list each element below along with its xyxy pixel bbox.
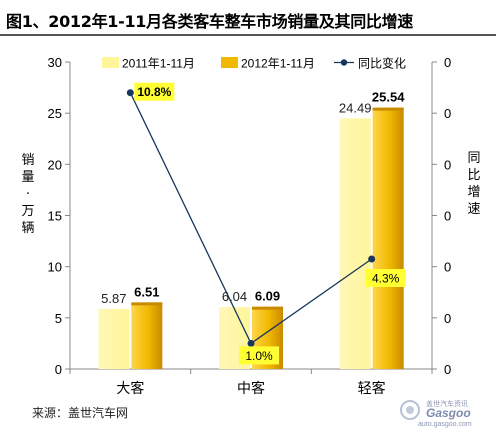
- line-label-box: [239, 346, 279, 365]
- y-tick-label: 25: [48, 106, 62, 121]
- bar-2011: [339, 118, 371, 369]
- chart-title: 图1、2012年1-11月各类客车整车市场销量及其同比增速: [6, 12, 414, 31]
- line-value-label: 4.3%: [372, 271, 400, 285]
- bar-2012-top: [131, 302, 163, 306]
- y2-tick-label: 0: [444, 55, 451, 70]
- y-tick-label: 0: [55, 362, 62, 377]
- x-tick-label: 中客: [237, 380, 265, 396]
- bar-2011: [98, 308, 130, 369]
- legend-label-2012: 2012年1-11月: [241, 57, 315, 71]
- y2-tick-label: 0: [444, 209, 451, 224]
- legend-swatch-2011: [102, 57, 119, 68]
- y-tick-label: 20: [48, 157, 62, 172]
- y-axis-label: 销量 · 万辆: [21, 153, 35, 236]
- x-tick-label: 轻客: [358, 380, 386, 396]
- y2-tick-label: 0: [444, 260, 451, 275]
- series-line-yoy: [129, 92, 373, 345]
- source-note: 来源：盖世汽车网: [32, 406, 129, 420]
- title-bar: 图1、2012年1-11月各类客车整车市场销量及其同比增速: [0, 0, 496, 36]
- bar-2012-top: [372, 107, 404, 111]
- line-label-box: [365, 268, 406, 287]
- line-point: [126, 89, 134, 97]
- y2-axis-label: 同比增速: [467, 151, 481, 217]
- y-tick-label: 5: [55, 311, 62, 326]
- line-value-label: 1.0%: [245, 349, 273, 363]
- y-tick-label: 10: [48, 260, 62, 275]
- x-tick-label: 大客: [116, 380, 144, 396]
- legend-swatch-2012: [221, 57, 238, 68]
- y2-tick-label: 0: [444, 311, 451, 326]
- legend-label-yoy: 同比变化: [358, 56, 406, 71]
- bar-2012-value-label: 6.09: [255, 289, 280, 304]
- y-tick-label: 15: [48, 209, 62, 224]
- y2-tick-label: 0: [444, 106, 451, 121]
- svg-text:auto.gasgoo.com: auto.gasgoo.com: [418, 421, 472, 428]
- bar-2012-value-label: 6.51: [134, 284, 159, 299]
- line-point: [247, 339, 255, 347]
- y-tick-label: 30: [48, 55, 62, 70]
- bar-2012: [372, 107, 404, 370]
- bar-2012: [131, 302, 163, 369]
- legend-marker-yoy: [340, 59, 348, 66]
- svg-text:Gasgoo: Gasgoo: [426, 406, 471, 420]
- y2-tick-label: 0: [444, 362, 451, 377]
- line-point: [368, 255, 376, 263]
- y2-tick-label: 0: [444, 157, 451, 172]
- gasgoo-watermark-logo: 盖世汽车资讯 Gasgoo auto.gasgoo.com: [400, 399, 472, 428]
- bar-2011-value-label: 24.49: [339, 100, 372, 115]
- legend-label-2011: 2011年1-11月: [122, 57, 195, 71]
- bar-2011-value-label: 6.04: [222, 289, 247, 304]
- bar-2011-value-label: 5.87: [101, 291, 126, 306]
- line-label-box: [134, 82, 175, 101]
- bar-2012-value-label: 25.54: [372, 90, 405, 105]
- bar-2012-top: [252, 306, 283, 310]
- line-value-label: 10.8%: [137, 85, 171, 99]
- svg-text:盖世汽车资讯: 盖世汽车资讯: [426, 399, 468, 408]
